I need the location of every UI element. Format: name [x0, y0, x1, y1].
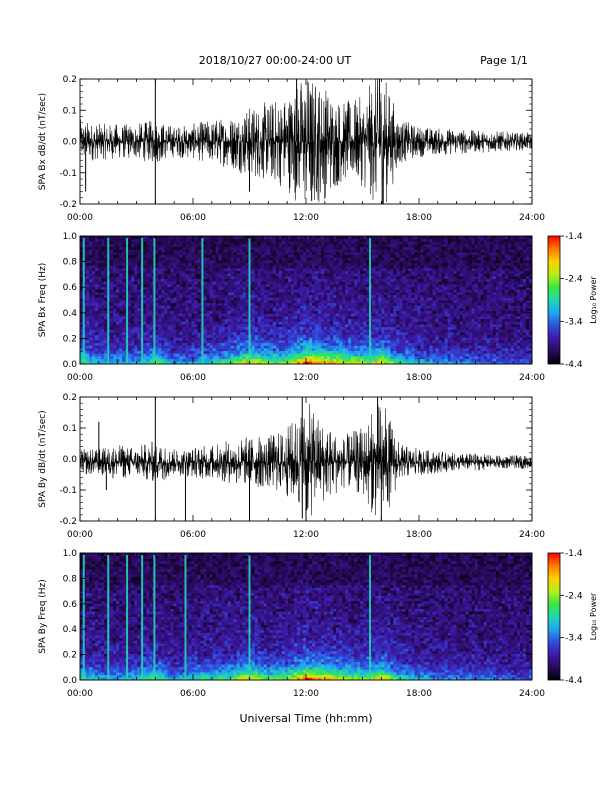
x-tick-label: 24:00: [519, 530, 545, 540]
x-axis-label: Universal Time (hh:mm): [240, 712, 373, 725]
x-tick-label: 18:00: [406, 530, 432, 540]
y-tick-label: 0.4: [63, 625, 78, 635]
y-tick-label: 0.8: [63, 258, 78, 268]
trace-group: [80, 397, 532, 521]
y-tick-label: 1.0: [63, 549, 78, 559]
colorbar-tick-label: -2.4: [565, 591, 583, 601]
colorbar: [548, 236, 560, 364]
y-tick-label: 0.2: [63, 334, 77, 344]
y-axis-label: SPA By Freq (Hz): [38, 579, 48, 654]
y-tick-label: 0.0: [63, 676, 78, 686]
x-tick-label: 18:00: [406, 689, 432, 699]
y-tick-label: 0.2: [63, 75, 77, 85]
x-tick-label: 06:00: [180, 689, 206, 699]
y-axis-label: SPA Bx dB/dt (nT/sec): [38, 93, 48, 190]
trace-group: [80, 73, 532, 215]
x-tick-label: 24:00: [519, 213, 545, 223]
y-tick-label: 0.0: [63, 360, 78, 370]
x-tick-label: 06:00: [180, 373, 206, 383]
colorbar-tick-label: -3.4: [565, 317, 583, 327]
colorbar-tick-label: -4.4: [565, 676, 583, 686]
y-tick-label: 0.0: [63, 138, 78, 148]
x-tick-label: 00:00: [67, 213, 93, 223]
spectrogram-cells: [80, 236, 532, 364]
x-tick-label: 24:00: [519, 689, 545, 699]
y-axis-label: SPA By dB/dt (nT/sec): [38, 410, 48, 507]
y-tick-label: 0.1: [63, 106, 77, 116]
x-tick-label: 00:00: [67, 689, 93, 699]
colorbar-tick-label: -1.4: [565, 549, 583, 559]
x-tick-label: 12:00: [293, 213, 319, 223]
plot-title: 2018/10/27 00:00-24:00 UT: [199, 54, 352, 67]
x-tick-label: 12:00: [293, 530, 319, 540]
x-tick-label: 24:00: [519, 373, 545, 383]
colorbar-tick-label: -1.4: [565, 232, 583, 242]
x-tick-label: 18:00: [406, 373, 432, 383]
x-tick-label: 18:00: [406, 213, 432, 223]
data-series: [80, 73, 532, 215]
panel-3: -0.2 -0.1 0.0 0.1 0.2 SPA By dB/dt (nT/sec) 00…: [38, 393, 545, 540]
x-tick-label: 12:00: [293, 689, 319, 699]
y-tick-label: 0.2: [63, 393, 77, 403]
x-tick-label: 12:00: [293, 373, 319, 383]
y-tick-label: 0.1: [63, 424, 77, 434]
y-tick-label: -0.2: [59, 200, 77, 210]
colorbar-tick-label: -4.4: [565, 360, 583, 370]
x-tick-label: 06:00: [180, 530, 206, 540]
x-tick-label: 00:00: [67, 530, 93, 540]
colorbar: [548, 553, 560, 680]
y-tick-label: 0.6: [63, 600, 78, 610]
colorbar-label: Log₁₀ Power: [589, 592, 598, 640]
y-tick-label: -0.2: [59, 517, 77, 527]
y-tick-label: 1.0: [63, 232, 78, 242]
panel-4: -1.4 -2.4 -3.4 -4.4 Log₁₀ Power 0.0 0.2 0.4 0.6 0…: [38, 549, 598, 699]
y-tick-label: 0.6: [63, 283, 78, 293]
y-tick-label: 0.4: [63, 309, 78, 319]
colorbar-label: Log₁₀ Power: [589, 276, 598, 324]
y-tick-label: 0.0: [63, 455, 78, 465]
panels: -0.2 -0.1 0.0 0.1 0.2 SPA Bx dB/dt (nT/sec) 00…: [38, 73, 598, 699]
y-axis-label: SPA Bx Freq (Hz): [38, 263, 48, 338]
y-tick-label: 0.2: [63, 651, 77, 661]
y-tick-label: -0.1: [59, 486, 77, 496]
x-tick-label: 00:00: [67, 373, 93, 383]
x-tick-label: 06:00: [180, 213, 206, 223]
spectrogram-cells: [80, 553, 532, 680]
colorbar-tick-label: -2.4: [565, 275, 583, 285]
y-tick-label: 0.8: [63, 574, 78, 584]
panel-1: -0.2 -0.1 0.0 0.1 0.2 SPA Bx dB/dt (nT/sec) 00…: [38, 73, 545, 223]
panel-2: -1.4 -2.4 -3.4 -4.4 Log₁₀ Power 0.0 0.2 0.4 0.6 0…: [38, 232, 598, 383]
y-tick-label: -0.1: [59, 169, 77, 179]
colorbar-tick-label: -3.4: [565, 634, 583, 644]
page-number: Page 1/1: [480, 54, 528, 67]
